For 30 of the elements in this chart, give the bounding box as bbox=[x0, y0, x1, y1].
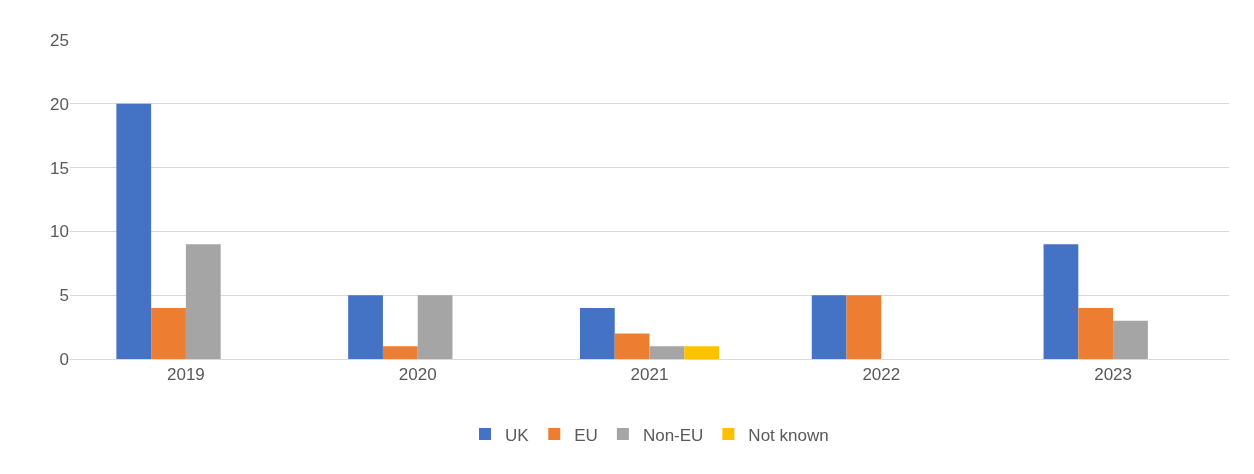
bar bbox=[417, 295, 453, 359]
bar bbox=[649, 346, 685, 359]
bar bbox=[811, 295, 847, 359]
y-tick-label: 25 bbox=[50, 30, 69, 50]
x-tick-label: 2023 bbox=[1094, 365, 1133, 385]
x-tick-label: 2019 bbox=[166, 365, 205, 385]
bar bbox=[684, 346, 720, 359]
bar bbox=[614, 333, 650, 359]
legend-label: Not known bbox=[748, 425, 829, 445]
legend-label: UK bbox=[505, 425, 530, 445]
legend-label: Non-EU bbox=[642, 425, 704, 445]
y-tick-label: 5 bbox=[59, 286, 69, 306]
bar bbox=[1078, 307, 1114, 359]
x-tick-label: 2020 bbox=[398, 365, 437, 385]
y-tick-label: 10 bbox=[50, 222, 69, 242]
legend-label: EU bbox=[574, 425, 598, 445]
x-tick-label: 2022 bbox=[862, 365, 901, 385]
x-tick-label: 2021 bbox=[630, 365, 669, 385]
bar bbox=[116, 103, 152, 359]
bar bbox=[1043, 244, 1079, 359]
y-tick-label: 0 bbox=[59, 349, 69, 369]
y-tick-label: 20 bbox=[50, 94, 69, 114]
bar bbox=[382, 346, 418, 359]
bar bbox=[348, 295, 383, 359]
bar bbox=[1113, 320, 1148, 359]
bar bbox=[151, 307, 186, 359]
bar bbox=[846, 295, 882, 359]
bar bbox=[579, 307, 615, 359]
y-tick-label: 15 bbox=[50, 158, 69, 178]
bar bbox=[185, 244, 221, 359]
